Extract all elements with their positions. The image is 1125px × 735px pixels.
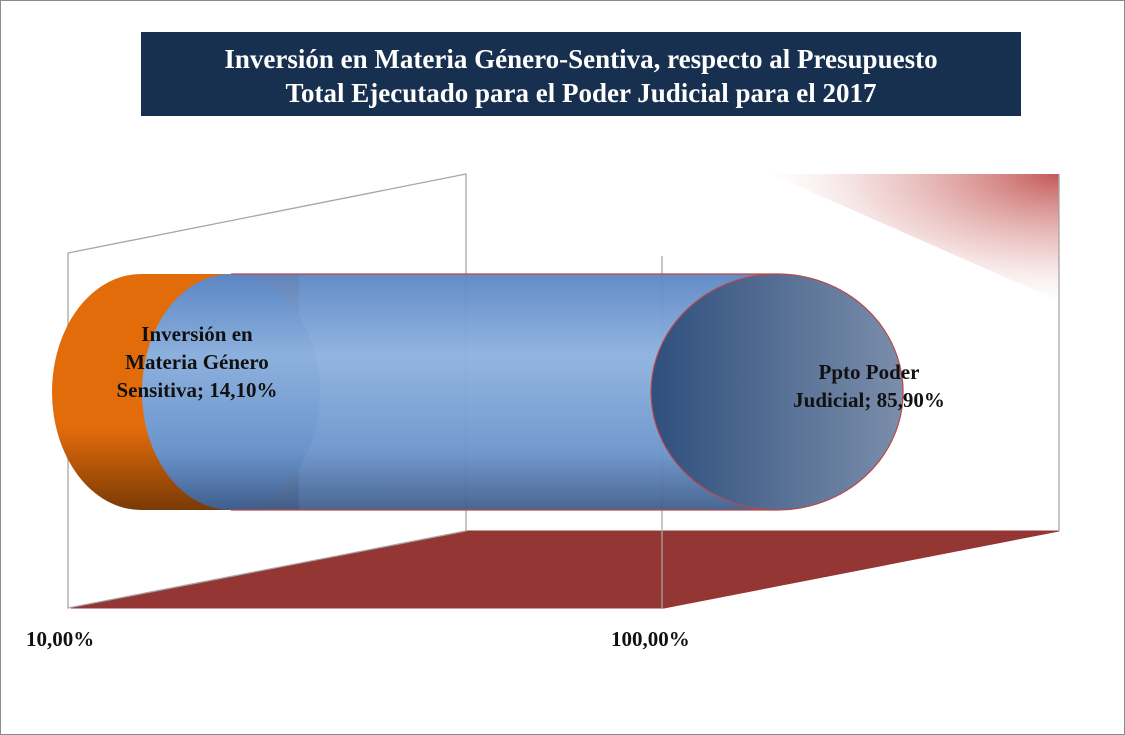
data-labels: Inversión en Materia Género Sensitiva; 14,…: [116, 322, 944, 412]
back-wall-shading: [771, 174, 1059, 301]
tick-label-10: 10,00%: [26, 627, 94, 651]
chart-floor: [70, 530, 1060, 609]
bar-ppto-body: [231, 274, 778, 510]
side-wall-frame: [67, 173, 467, 609]
data-label-inversion-line-1: Inversión en: [141, 322, 253, 346]
chart-title-line-2: Total Ejecutado para el Poder Judicial p…: [286, 78, 877, 108]
data-label-inversion: Inversión en Materia Género Sensitiva; 14,…: [116, 322, 277, 402]
data-label-inversion-line-2: Materia Género: [125, 350, 269, 374]
data-label-ppto-line-1: Ppto Poder: [819, 360, 920, 384]
bars-group: [52, 273, 904, 511]
tick-label-100: 100,00%: [611, 627, 690, 651]
bar-ppto-base: [142, 274, 320, 510]
chart-title-line-1: Inversión en Materia Género-Sentiva, res…: [224, 44, 937, 74]
data-label-ppto: Ppto Poder Judicial; 85,90%: [793, 360, 945, 412]
data-label-inversion-line-3: Sensitiva; 14,10%: [116, 378, 277, 402]
data-label-ppto-line-2: Judicial; 85,90%: [793, 388, 945, 412]
chart-title-box: [141, 32, 1021, 116]
bar-ppto-cap: [650, 273, 904, 511]
